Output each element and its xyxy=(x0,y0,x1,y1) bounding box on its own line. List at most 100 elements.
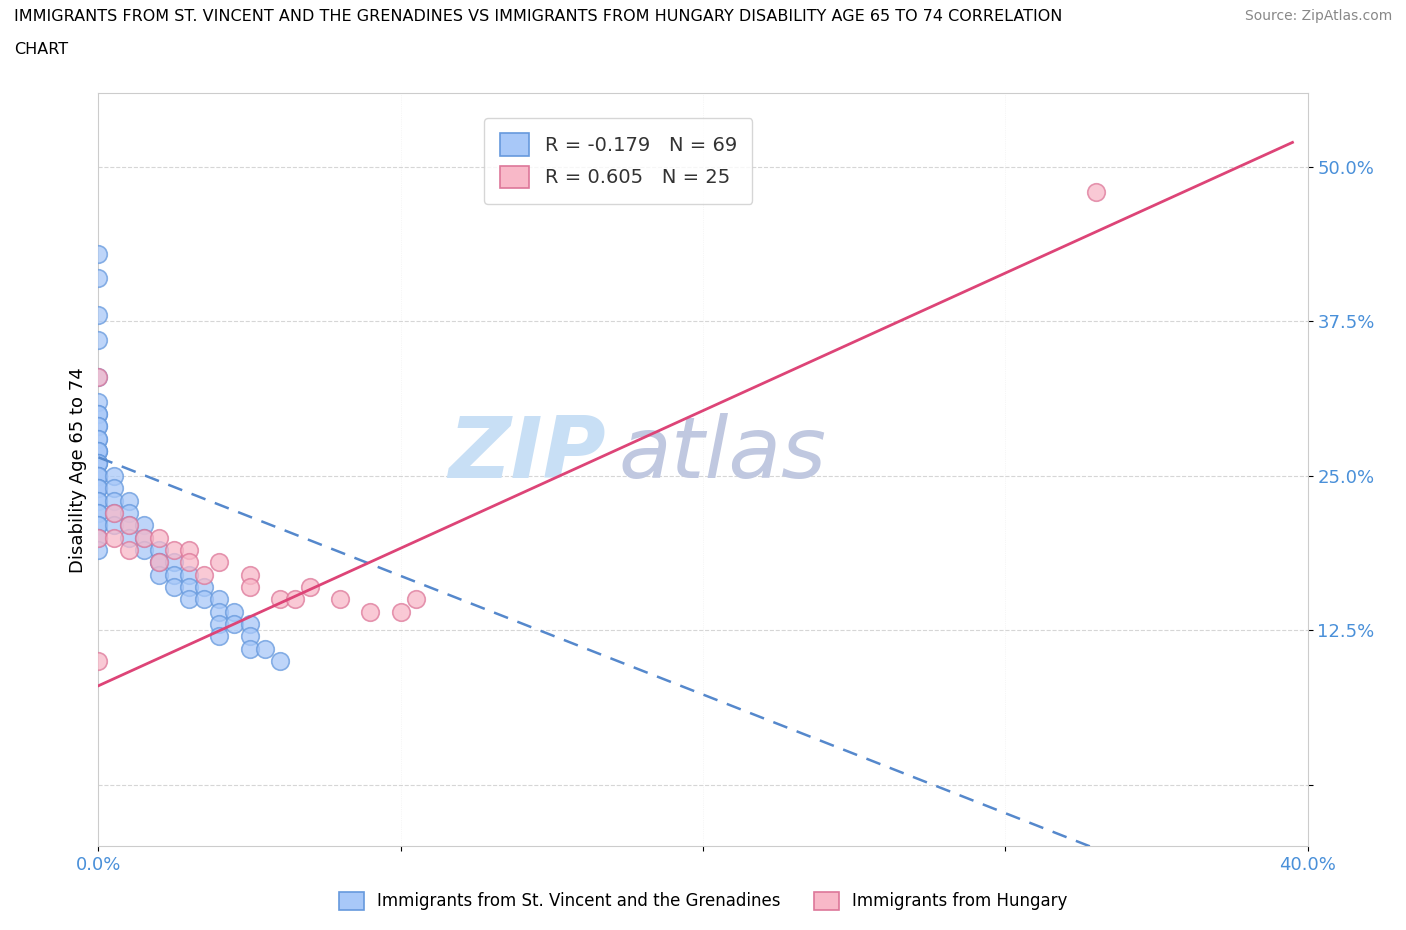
Point xyxy=(208,604,231,619)
Point xyxy=(224,617,246,631)
Point xyxy=(179,591,201,606)
Point xyxy=(163,542,186,557)
Point xyxy=(208,555,231,570)
Point xyxy=(87,530,110,545)
Point xyxy=(87,456,110,471)
Point xyxy=(103,493,125,508)
Point xyxy=(148,555,170,570)
Point xyxy=(87,530,110,545)
Point xyxy=(87,518,110,533)
Text: Source: ZipAtlas.com: Source: ZipAtlas.com xyxy=(1244,9,1392,23)
Point xyxy=(360,604,382,619)
Point xyxy=(132,542,155,557)
Point xyxy=(87,333,110,348)
Point xyxy=(239,629,262,644)
Point xyxy=(87,406,110,421)
Point xyxy=(118,505,141,520)
Point xyxy=(87,369,110,384)
Point xyxy=(329,591,352,606)
Point xyxy=(87,456,110,471)
Point xyxy=(193,591,215,606)
Point xyxy=(87,493,110,508)
Point xyxy=(179,542,201,557)
Point xyxy=(103,505,125,520)
Point xyxy=(87,369,110,384)
Point xyxy=(118,493,141,508)
Point xyxy=(87,456,110,471)
Point xyxy=(87,419,110,434)
Point xyxy=(148,555,170,570)
Point xyxy=(179,579,201,594)
Point xyxy=(87,505,110,520)
Point xyxy=(118,518,141,533)
Point xyxy=(87,518,110,533)
Legend: Immigrants from St. Vincent and the Grenadines, Immigrants from Hungary: Immigrants from St. Vincent and the Gren… xyxy=(332,885,1074,917)
Point xyxy=(239,617,262,631)
Point xyxy=(87,654,110,669)
Point xyxy=(163,567,186,582)
Text: CHART: CHART xyxy=(14,42,67,57)
Point xyxy=(87,542,110,557)
Point xyxy=(148,542,170,557)
Point xyxy=(87,481,110,496)
Point xyxy=(269,591,291,606)
Point xyxy=(87,271,110,286)
Point xyxy=(253,642,276,657)
Point xyxy=(87,246,110,261)
Point xyxy=(87,469,110,484)
Y-axis label: Disability Age 65 to 74: Disability Age 65 to 74 xyxy=(69,366,87,573)
Point xyxy=(405,591,427,606)
Point xyxy=(87,308,110,323)
Point xyxy=(239,642,262,657)
Point xyxy=(103,530,125,545)
Legend: R = -0.179   N = 69, R = 0.605   N = 25: R = -0.179 N = 69, R = 0.605 N = 25 xyxy=(484,118,752,204)
Point xyxy=(118,530,141,545)
Point xyxy=(132,518,155,533)
Point xyxy=(148,555,170,570)
Point xyxy=(224,604,246,619)
Point xyxy=(87,469,110,484)
Point xyxy=(87,481,110,496)
Point xyxy=(239,567,262,582)
Point xyxy=(132,530,155,545)
Point xyxy=(87,444,110,458)
Point xyxy=(148,567,170,582)
Point xyxy=(87,394,110,409)
Point xyxy=(87,469,110,484)
Point xyxy=(239,579,262,594)
Point xyxy=(193,579,215,594)
Point xyxy=(118,518,141,533)
Point xyxy=(87,406,110,421)
Point xyxy=(269,654,291,669)
Point xyxy=(193,567,215,582)
Point xyxy=(1085,184,1108,199)
Point xyxy=(103,469,125,484)
Point xyxy=(208,629,231,644)
Point xyxy=(179,555,201,570)
Point xyxy=(299,579,322,594)
Point xyxy=(87,432,110,446)
Point xyxy=(87,444,110,458)
Point xyxy=(284,591,307,606)
Point xyxy=(103,505,125,520)
Point xyxy=(103,518,125,533)
Point xyxy=(148,530,170,545)
Point xyxy=(103,481,125,496)
Point xyxy=(87,481,110,496)
Point xyxy=(118,542,141,557)
Point xyxy=(87,432,110,446)
Point xyxy=(87,444,110,458)
Text: atlas: atlas xyxy=(619,413,827,496)
Point xyxy=(87,505,110,520)
Point xyxy=(389,604,412,619)
Point xyxy=(87,530,110,545)
Text: IMMIGRANTS FROM ST. VINCENT AND THE GRENADINES VS IMMIGRANTS FROM HUNGARY DISABI: IMMIGRANTS FROM ST. VINCENT AND THE GREN… xyxy=(14,9,1063,24)
Point xyxy=(179,567,201,582)
Point xyxy=(163,555,186,570)
Text: ZIP: ZIP xyxy=(449,413,606,496)
Point xyxy=(163,579,186,594)
Point xyxy=(132,530,155,545)
Point xyxy=(87,419,110,434)
Point xyxy=(87,493,110,508)
Point xyxy=(208,617,231,631)
